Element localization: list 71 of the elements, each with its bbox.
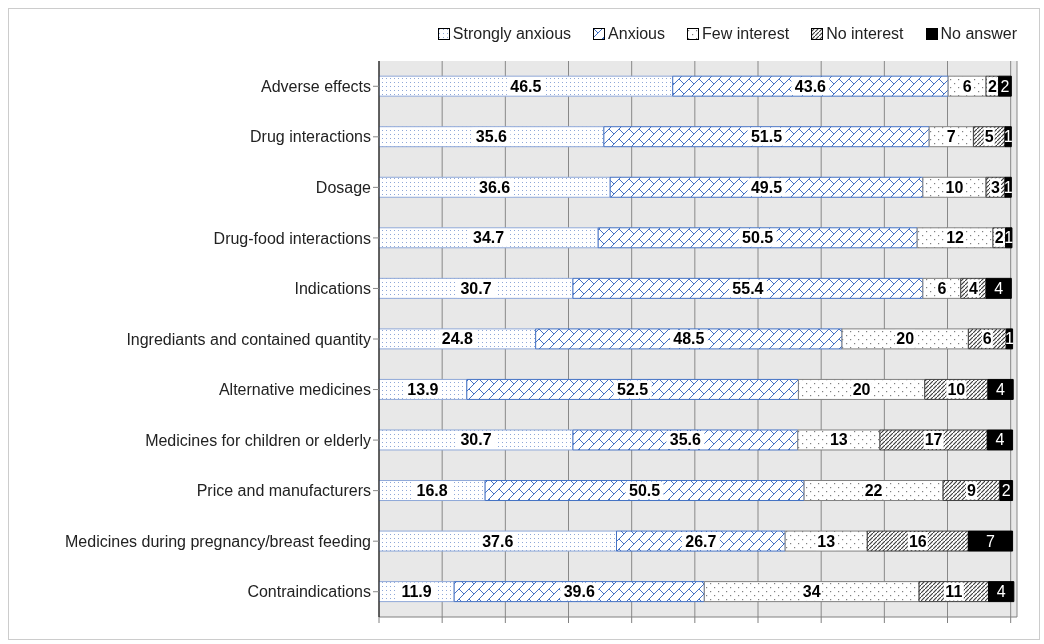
data-label: 1: [1004, 229, 1014, 247]
data-label: 30.7: [460, 431, 492, 449]
data-label: 4: [996, 583, 1006, 601]
legend-label: No answer: [939, 25, 1017, 43]
data-label: 13: [817, 532, 836, 550]
legend-label: Strongly anxious: [451, 25, 572, 43]
data-label: 4: [994, 279, 1004, 297]
data-label: 4: [995, 431, 1005, 449]
y-tick-label: Drug-food interactions: [213, 229, 371, 247]
data-label: 30.7: [460, 279, 492, 297]
data-label: 35.6: [475, 128, 508, 146]
y-tick-label: Dosage: [315, 179, 372, 197]
y-tick-label: Medicines for children or elderly: [145, 431, 371, 449]
y-tick-label: Contraindications: [247, 583, 371, 601]
data-label: 20: [852, 380, 871, 398]
y-tick-label: Medicines during pregnancy/breast feeding: [65, 532, 371, 550]
data-label: 49.5: [750, 178, 783, 196]
data-label: 50.5: [629, 482, 661, 500]
data-label: 2: [987, 77, 997, 95]
data-label: 11: [945, 583, 963, 601]
data-label: 10: [947, 380, 966, 398]
data-label: 9: [967, 482, 977, 500]
data-label: 2: [1001, 482, 1011, 500]
data-label: 46.5: [510, 77, 542, 95]
data-label: 6: [962, 77, 972, 95]
data-label: 20: [896, 330, 915, 348]
legend-label: Anxious: [607, 25, 665, 43]
y-tick-label: Alternative medicines: [218, 381, 371, 399]
data-label: 43.6: [794, 77, 827, 95]
data-label: 34.7: [473, 229, 505, 247]
data-label: 39.6: [563, 583, 595, 601]
data-label: 12: [946, 229, 965, 247]
data-label: 6: [937, 279, 947, 297]
data-label: 16.8: [416, 482, 448, 500]
y-tick-label: Price and manufacturers: [196, 482, 371, 500]
data-label: 24.8: [441, 330, 473, 348]
legend-label: Few interest: [701, 25, 790, 43]
data-label: 6: [982, 330, 992, 348]
data-label: 7: [986, 532, 996, 550]
data-label: 1: [1003, 128, 1013, 146]
data-label: 35.6: [669, 431, 702, 449]
data-label: 7: [946, 128, 956, 146]
data-label: 5: [984, 128, 994, 146]
data-label: 4: [996, 380, 1006, 398]
data-label: 22: [864, 482, 883, 500]
data-label: 11.9: [401, 583, 432, 601]
data-label: 48.5: [673, 330, 705, 348]
data-label: 52.5: [617, 380, 649, 398]
data-label: 1: [1004, 330, 1014, 348]
data-label: 2: [994, 229, 1004, 247]
data-label: 55.4: [732, 279, 764, 297]
y-tick-label: Drug interactions: [250, 128, 371, 146]
data-label: 13: [829, 431, 848, 449]
data-label: 2: [1000, 77, 1010, 95]
y-tick-label: Ingrediants and contained quantity: [126, 330, 371, 348]
data-label: 16: [908, 532, 927, 550]
data-label: 4: [968, 279, 978, 297]
legend-label: No interest: [825, 25, 904, 43]
data-label: 1: [1003, 178, 1013, 196]
data-label: 36.6: [479, 178, 511, 196]
data-label: 50.5: [742, 229, 774, 247]
data-label: 51.5: [750, 128, 783, 146]
data-label: 26.7: [685, 532, 717, 550]
data-label: 17: [924, 431, 943, 449]
data-label: 13.9: [407, 380, 439, 398]
data-label: 34: [802, 583, 821, 601]
data-label: 10: [945, 178, 964, 196]
data-label: 37.6: [482, 532, 514, 550]
y-tick-label: Indications: [294, 280, 371, 298]
data-label: 3: [991, 178, 1001, 196]
y-tick-label: Adverse effects: [261, 77, 371, 95]
